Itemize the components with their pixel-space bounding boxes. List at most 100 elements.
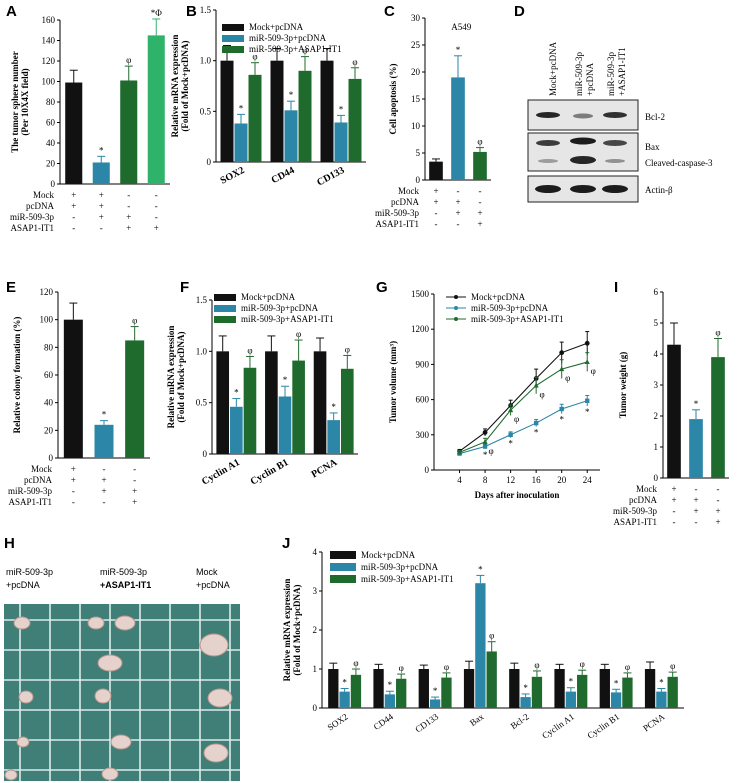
treatment-sign: - — [479, 186, 482, 196]
y-axis-label: Tumor volume (mm³) — [388, 341, 398, 423]
y-tick-label: 1.0 — [196, 346, 208, 356]
series-line-2 — [459, 361, 588, 453]
treatment-sign: - — [673, 517, 676, 527]
bar-5-1 — [565, 691, 577, 708]
bar-6-2 — [622, 677, 633, 708]
bar-2-0 — [313, 351, 327, 454]
treatment-sign: - — [72, 223, 75, 233]
bar-5-0 — [554, 669, 565, 708]
bar-2 — [125, 340, 145, 458]
bar-0-0 — [328, 669, 339, 708]
y-tick-label: 0.5 — [200, 106, 212, 116]
treatment-sign: - — [673, 506, 676, 516]
treatment-sign: - — [695, 484, 698, 494]
y-tick-label: 300 — [416, 430, 430, 440]
significance-mark: φ — [352, 57, 357, 67]
bar-2-1 — [429, 699, 441, 708]
panel-letter-i: I — [614, 279, 618, 296]
treatment-sign: + — [671, 495, 676, 505]
category-label: Cyclin B1 — [585, 711, 621, 740]
bar-7-0 — [644, 669, 656, 708]
treatment-label: Mock — [33, 190, 54, 200]
y-tick-label: 0.5 — [196, 398, 208, 408]
y-tick-label: 4 — [654, 349, 659, 359]
bar-0-1 — [234, 123, 248, 162]
significance-mark: φ — [715, 328, 720, 338]
y-tick-label: 120 — [42, 56, 56, 66]
significance-mark: * — [523, 683, 528, 693]
legend-swatch-1 — [222, 35, 244, 42]
tumor-sample — [97, 654, 123, 672]
y-tick-label: 0 — [51, 179, 56, 189]
bar-3 — [147, 35, 165, 184]
treatment-sign: + — [477, 208, 482, 218]
category-label: CD133 — [413, 711, 440, 734]
bar-2 — [711, 357, 725, 478]
tumor-sample — [4, 769, 18, 781]
treatment-sign: - — [72, 212, 75, 222]
significance-mark: φ — [252, 52, 257, 62]
bar-1-2 — [396, 678, 407, 708]
legend-label: miR-509-3p+pcDNA — [471, 303, 549, 313]
treatment-label: pcDNA — [24, 475, 52, 485]
category-label: SOX2 — [219, 165, 247, 187]
y-tick-label: 600 — [416, 395, 430, 405]
tumor-sample — [87, 616, 105, 630]
legend-swatch-2 — [214, 316, 236, 323]
bar-4-1 — [520, 697, 531, 708]
significance-mark: * — [342, 678, 347, 688]
tumor-sample — [203, 743, 229, 763]
significance-mark: φ — [296, 329, 301, 339]
significance-mark: * — [102, 410, 107, 420]
lane-label: miR-509-3p+pcDNA — [574, 52, 595, 96]
data-point — [482, 430, 488, 435]
treatment-sign: + — [455, 208, 460, 218]
bar-2-1 — [334, 122, 348, 162]
bar-1-0 — [373, 669, 384, 708]
treatment-sign: + — [99, 190, 104, 200]
y-tick-label: 0 — [416, 175, 421, 185]
panel-letter-a: A — [6, 3, 17, 20]
significance-mark: * — [559, 415, 564, 425]
category-label: PCNA — [641, 711, 667, 733]
significance-mark: φ — [514, 414, 519, 424]
y-tick-label: 160 — [42, 15, 56, 25]
x-tick-label: 20 — [557, 475, 567, 485]
treatment-label: miR-509-3p — [8, 486, 52, 496]
tumor-sample — [110, 734, 132, 750]
treatment-sign: + — [132, 497, 137, 507]
significance-mark: * — [614, 678, 619, 688]
x-tick-label: 8 — [483, 475, 488, 485]
treatment-label: pcDNA — [391, 197, 419, 207]
blot-band — [536, 112, 560, 118]
y-tick-label: 2 — [654, 411, 659, 421]
legend-swatch-2 — [222, 46, 244, 53]
series-line-0 — [459, 342, 588, 452]
blot-band — [573, 113, 593, 119]
data-point — [559, 350, 565, 356]
blot-band — [536, 140, 560, 146]
photo-label: miR-509-3p +pcDNA — [6, 567, 53, 590]
band-label: Actin-β — [645, 185, 673, 195]
y-tick-label: 15 — [411, 94, 421, 104]
bar-2-1 — [327, 420, 340, 454]
y-tick-label: 3 — [654, 380, 659, 390]
y-tick-label: 40 — [46, 138, 56, 148]
treatment-label: miR-509-3p — [10, 212, 54, 222]
x-tick-label: 12 — [506, 475, 515, 485]
bar-0-1 — [230, 406, 243, 454]
lane-label: miR-509-3p+ASAP1-IT1 — [606, 47, 627, 96]
treatment-sign: + — [126, 212, 131, 222]
y-tick-label: 0 — [207, 157, 212, 167]
panel-letter-f: F — [180, 279, 189, 296]
significance-mark: * — [289, 90, 294, 100]
y-tick-label: 100 — [42, 77, 56, 87]
y-axis-label: Relative colony formation (%) — [12, 317, 22, 434]
category-label: CD133 — [315, 165, 346, 189]
significance-mark: * — [234, 388, 239, 398]
treatment-sign: + — [715, 506, 720, 516]
blot-band — [570, 185, 596, 193]
tumor-sample — [94, 688, 112, 704]
treatment-sign: + — [715, 517, 720, 527]
